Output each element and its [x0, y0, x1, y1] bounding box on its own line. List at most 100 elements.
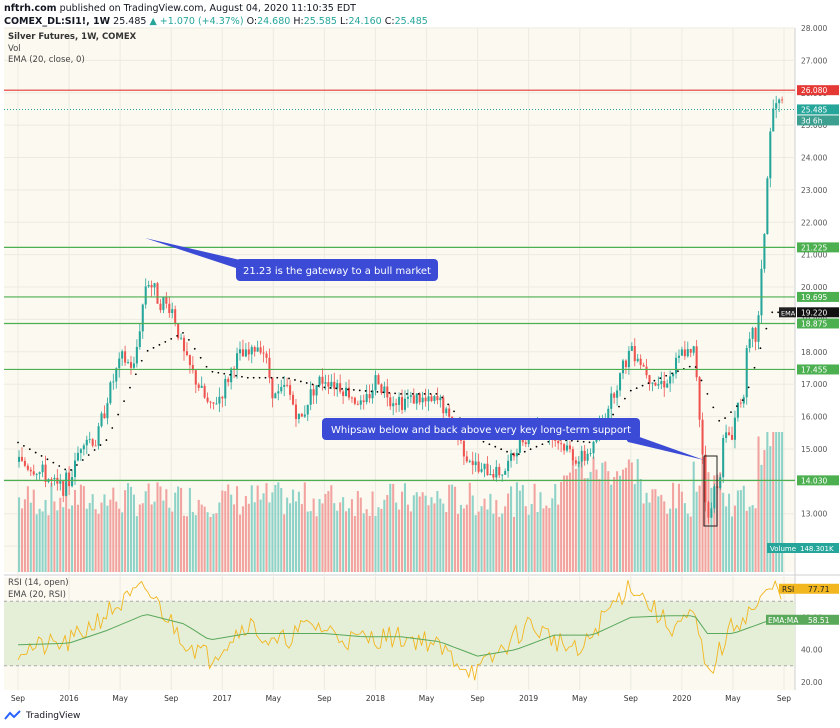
price-tick-label: 16.000: [801, 413, 827, 422]
volume-bar: [769, 446, 772, 572]
volume-bar: [85, 508, 88, 572]
volume-bar: [477, 511, 480, 572]
symbol-line: COMEX_DL:SI1!, 1W 25.485 ▲ +1.070 (+4.37…: [4, 16, 428, 27]
volume-badge-value: 148.301K: [800, 545, 834, 553]
candle-body: [619, 373, 622, 391]
volume-bar: [41, 511, 44, 572]
volume-bar: [362, 513, 365, 572]
volume-badge-label: Volume: [770, 545, 796, 553]
volume-bar: [442, 503, 445, 572]
volume-bar: [401, 491, 404, 572]
volume-bar: [106, 505, 109, 572]
volume-bar: [324, 493, 327, 572]
ema-dot: [258, 376, 261, 379]
whipsaw-highlight-box: [703, 455, 718, 527]
ema-dot: [199, 356, 202, 359]
ema-dot: [541, 443, 544, 446]
volume-bar: [236, 486, 239, 572]
candle-body: [115, 368, 118, 382]
candle-body: [197, 384, 200, 388]
volume-bar: [412, 495, 415, 572]
candle-body: [277, 391, 280, 394]
candle-body: [427, 396, 430, 402]
candle-body: [206, 397, 209, 402]
candle-body: [321, 376, 324, 384]
volume-bar: [32, 489, 35, 572]
volume-bar: [630, 462, 633, 572]
volume-bar: [29, 502, 32, 572]
candle-body: [141, 304, 144, 332]
ema-dot: [264, 376, 267, 379]
candle-body: [483, 463, 486, 470]
candle-body: [109, 382, 112, 404]
candle-body: [504, 471, 507, 475]
volume-bar: [645, 492, 648, 572]
price-chart[interactable]: Sep 2016 May Sep 2017 May Sep 2018 May Sep 2019 May…: [0, 0, 840, 705]
volume-bar: [197, 499, 200, 572]
current-price-badge: [797, 104, 839, 115]
volume-bar: [294, 501, 298, 572]
ema-dot: [570, 439, 573, 442]
candle-body: [191, 365, 194, 371]
volume-bar: [589, 471, 592, 572]
volume-bar: [465, 504, 468, 572]
candle-body: [754, 327, 757, 342]
volume-bar: [215, 513, 218, 572]
ema-dot: [182, 331, 184, 334]
candle-body: [185, 351, 188, 356]
volume-bar: [610, 484, 613, 572]
candle-body: [666, 383, 669, 388]
volume-bar: [309, 511, 312, 572]
candle-body: [462, 440, 465, 457]
candle-body: [565, 445, 569, 451]
ema-dot: [223, 372, 226, 375]
volume-bar: [427, 505, 430, 572]
rsi-badge-label: RSI: [782, 585, 794, 594]
price-tick-label: 23.000: [801, 186, 827, 195]
candle-body: [698, 377, 701, 420]
candle-body: [733, 417, 736, 440]
volume-bar: [47, 515, 50, 572]
ema-dot: [282, 376, 285, 379]
volume-bar: [159, 486, 162, 572]
tradingview-footer: TradingView: [4, 710, 80, 721]
candle-body: [495, 466, 498, 478]
ema-dot: [358, 389, 361, 392]
candle-body: [268, 357, 271, 378]
volume-bar: [247, 503, 250, 572]
candle-body: [18, 456, 21, 462]
volume-bar: [303, 482, 306, 572]
candle-body: [306, 404, 309, 415]
volume-bar: [524, 506, 527, 572]
candle-body: [359, 400, 362, 405]
candle-body: [577, 461, 580, 464]
countdown-badge: [797, 115, 839, 126]
ema-dot: [688, 365, 691, 368]
rsi-tick-label: 40.00: [801, 646, 823, 655]
ema-tag: [779, 307, 796, 318]
volume-bar: [406, 504, 409, 572]
candle-body: [636, 358, 639, 362]
candle-body: [418, 393, 421, 403]
candle-body: [97, 426, 100, 446]
candle-body: [44, 464, 47, 482]
ema-dot: [246, 376, 249, 379]
volume-bar: [268, 502, 271, 572]
ema-dot: [447, 403, 450, 406]
volume-bar: [124, 490, 127, 572]
volume-bar: [633, 484, 636, 572]
volume-bar: [339, 502, 342, 572]
volume-bar: [521, 485, 524, 572]
volume-bar: [291, 489, 295, 572]
volume-bars: [18, 432, 784, 572]
ema-dot: [335, 387, 338, 390]
candle-body: [138, 331, 141, 347]
volume-bar: [595, 469, 598, 572]
ema-dot: [777, 311, 780, 314]
candle-body: [347, 387, 351, 398]
volume-bar: [781, 432, 784, 572]
ohlc-value: 24.680: [257, 16, 291, 27]
volume-bar: [277, 482, 280, 572]
ema-dot: [123, 400, 125, 403]
candle-body: [707, 502, 710, 518]
